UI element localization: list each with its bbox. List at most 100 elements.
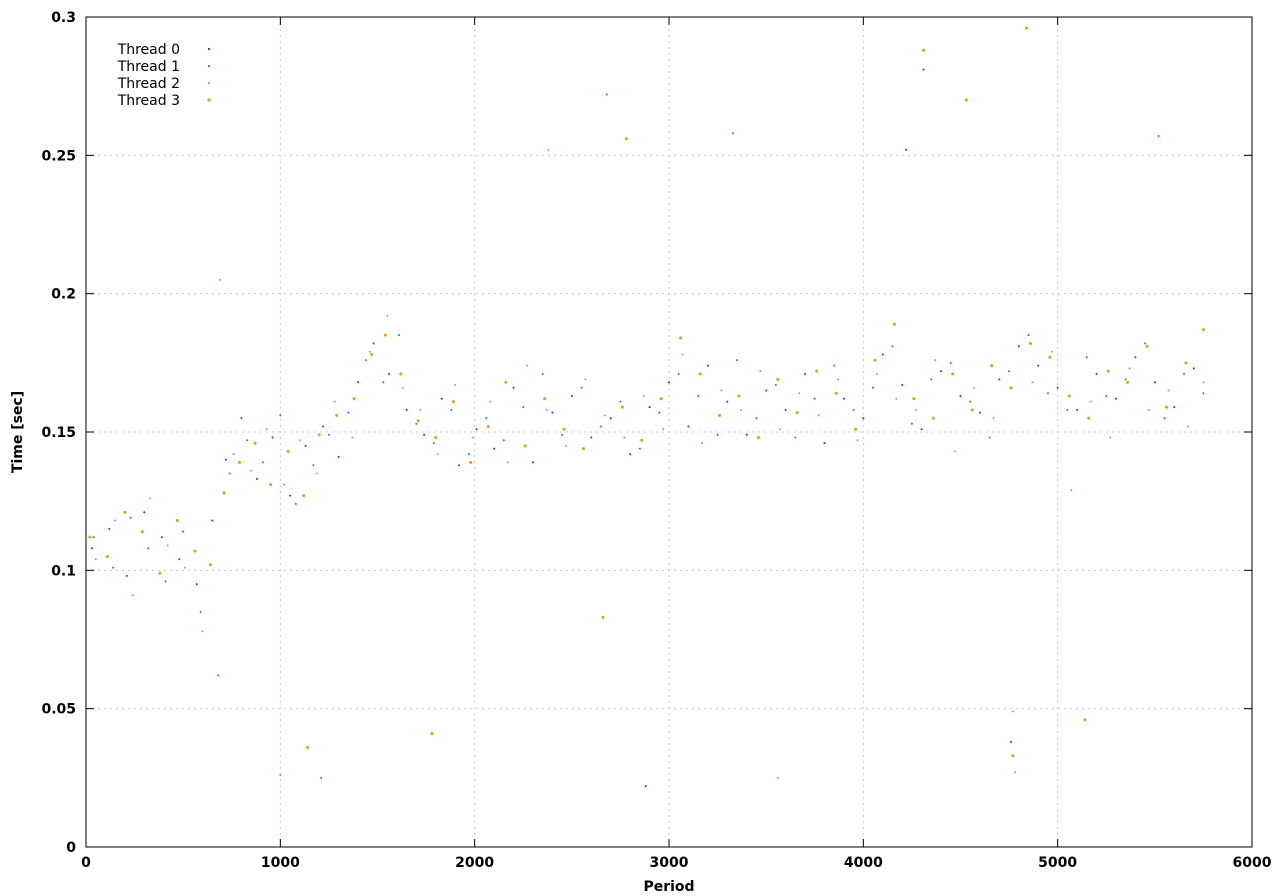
data-point: [1202, 392, 1205, 395]
data-point: [123, 510, 127, 514]
data-point: [253, 441, 257, 445]
data-point: [312, 464, 315, 467]
data-point: [269, 483, 273, 487]
data-point: [306, 745, 310, 749]
data-point: [419, 408, 422, 411]
data-point: [486, 424, 490, 428]
data-point: [736, 359, 739, 362]
data-point: [199, 610, 202, 613]
data-point: [1056, 386, 1059, 389]
data-point: [149, 497, 152, 500]
data-point: [804, 372, 807, 375]
data-point: [817, 414, 820, 417]
data-point: [283, 483, 286, 486]
data-point: [434, 436, 438, 440]
data-point: [581, 447, 585, 451]
data-point: [506, 461, 509, 464]
legend-marker: [207, 81, 211, 85]
data-point: [1157, 134, 1160, 137]
series-2: [94, 148, 1205, 779]
data-point: [405, 408, 408, 411]
data-point: [756, 436, 760, 440]
data-point: [584, 378, 587, 381]
data-point: [990, 364, 994, 368]
data-point: [178, 558, 181, 561]
data-point: [837, 378, 840, 381]
data-point: [1124, 378, 1127, 381]
data-point: [931, 416, 935, 420]
data-point: [895, 397, 898, 400]
x-tick-label: 2000: [455, 855, 494, 871]
data-point: [320, 776, 323, 779]
data-point: [316, 472, 319, 475]
data-point: [1153, 381, 1156, 384]
data-point: [739, 408, 742, 411]
data-point: [1025, 26, 1029, 30]
data-point: [765, 389, 768, 392]
legend-label: Thread 1: [117, 59, 180, 75]
data-point: [774, 383, 777, 386]
data-point: [265, 428, 268, 431]
data-point: [140, 530, 144, 534]
data-point: [992, 417, 995, 420]
data-point: [640, 438, 644, 442]
x-tick-label: 1000: [261, 855, 300, 871]
data-point: [988, 436, 991, 439]
data-point: [1095, 372, 1098, 375]
y-tick-label: 0.25: [41, 148, 76, 164]
data-point: [590, 436, 593, 439]
data-point: [905, 148, 908, 151]
data-point: [892, 322, 896, 326]
data-point: [545, 408, 548, 411]
data-point: [195, 583, 198, 586]
data-point: [502, 439, 505, 442]
data-point: [357, 381, 360, 384]
data-point: [175, 519, 179, 523]
data-point: [228, 472, 231, 475]
grid: [86, 17, 1252, 847]
data-point: [399, 372, 403, 376]
data-point: [143, 511, 146, 514]
data-point: [642, 395, 645, 398]
legend-marker: [207, 98, 211, 102]
data-point: [862, 417, 865, 420]
data-point: [430, 732, 434, 736]
data-point: [368, 350, 371, 353]
data-point: [1192, 367, 1195, 370]
data-point: [232, 453, 235, 456]
data-point: [1070, 489, 1073, 492]
data-point: [922, 48, 926, 52]
data-point: [416, 419, 420, 423]
data-point: [969, 400, 972, 403]
data-point: [423, 433, 426, 436]
data-point: [1109, 436, 1112, 439]
data-point: [891, 345, 894, 348]
data-point: [201, 630, 204, 633]
data-point: [160, 536, 163, 539]
data-point: [872, 386, 875, 389]
data-point: [327, 433, 330, 436]
data-point: [131, 594, 134, 597]
data-point: [776, 776, 779, 779]
y-tick-label: 0.05: [41, 702, 76, 718]
data-point: [605, 93, 608, 96]
data-point: [322, 425, 325, 428]
data-point: [1134, 356, 1137, 359]
data-point: [256, 478, 259, 481]
data-point: [351, 436, 354, 439]
data-point: [112, 566, 115, 569]
data-point: [88, 535, 92, 539]
data-point: [1089, 400, 1092, 403]
data-point: [541, 372, 544, 375]
data-point: [489, 400, 492, 403]
data-point: [679, 336, 683, 340]
data-point: [1076, 408, 1079, 411]
data-point: [504, 380, 508, 384]
data-point: [648, 406, 651, 409]
data-point: [279, 414, 282, 417]
data-point: [638, 447, 641, 450]
data-point: [302, 494, 306, 498]
data-point: [922, 68, 925, 71]
data-point: [108, 527, 111, 530]
